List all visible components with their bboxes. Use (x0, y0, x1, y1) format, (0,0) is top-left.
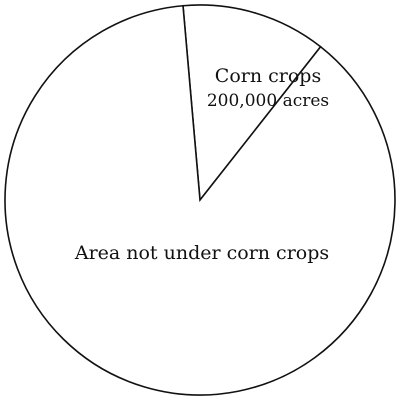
slice-label-not-under-corn: Area not under corn crops (74, 242, 329, 264)
pie-slices (4, 4, 396, 396)
pie-slice-corn-crops (182, 4, 322, 203)
slice-label-corn-crops: Corn crops (215, 65, 321, 87)
slice-sublabel-corn-acres: 200,000 acres (207, 91, 329, 111)
pie-slice-not-under-corn (4, 4, 396, 396)
